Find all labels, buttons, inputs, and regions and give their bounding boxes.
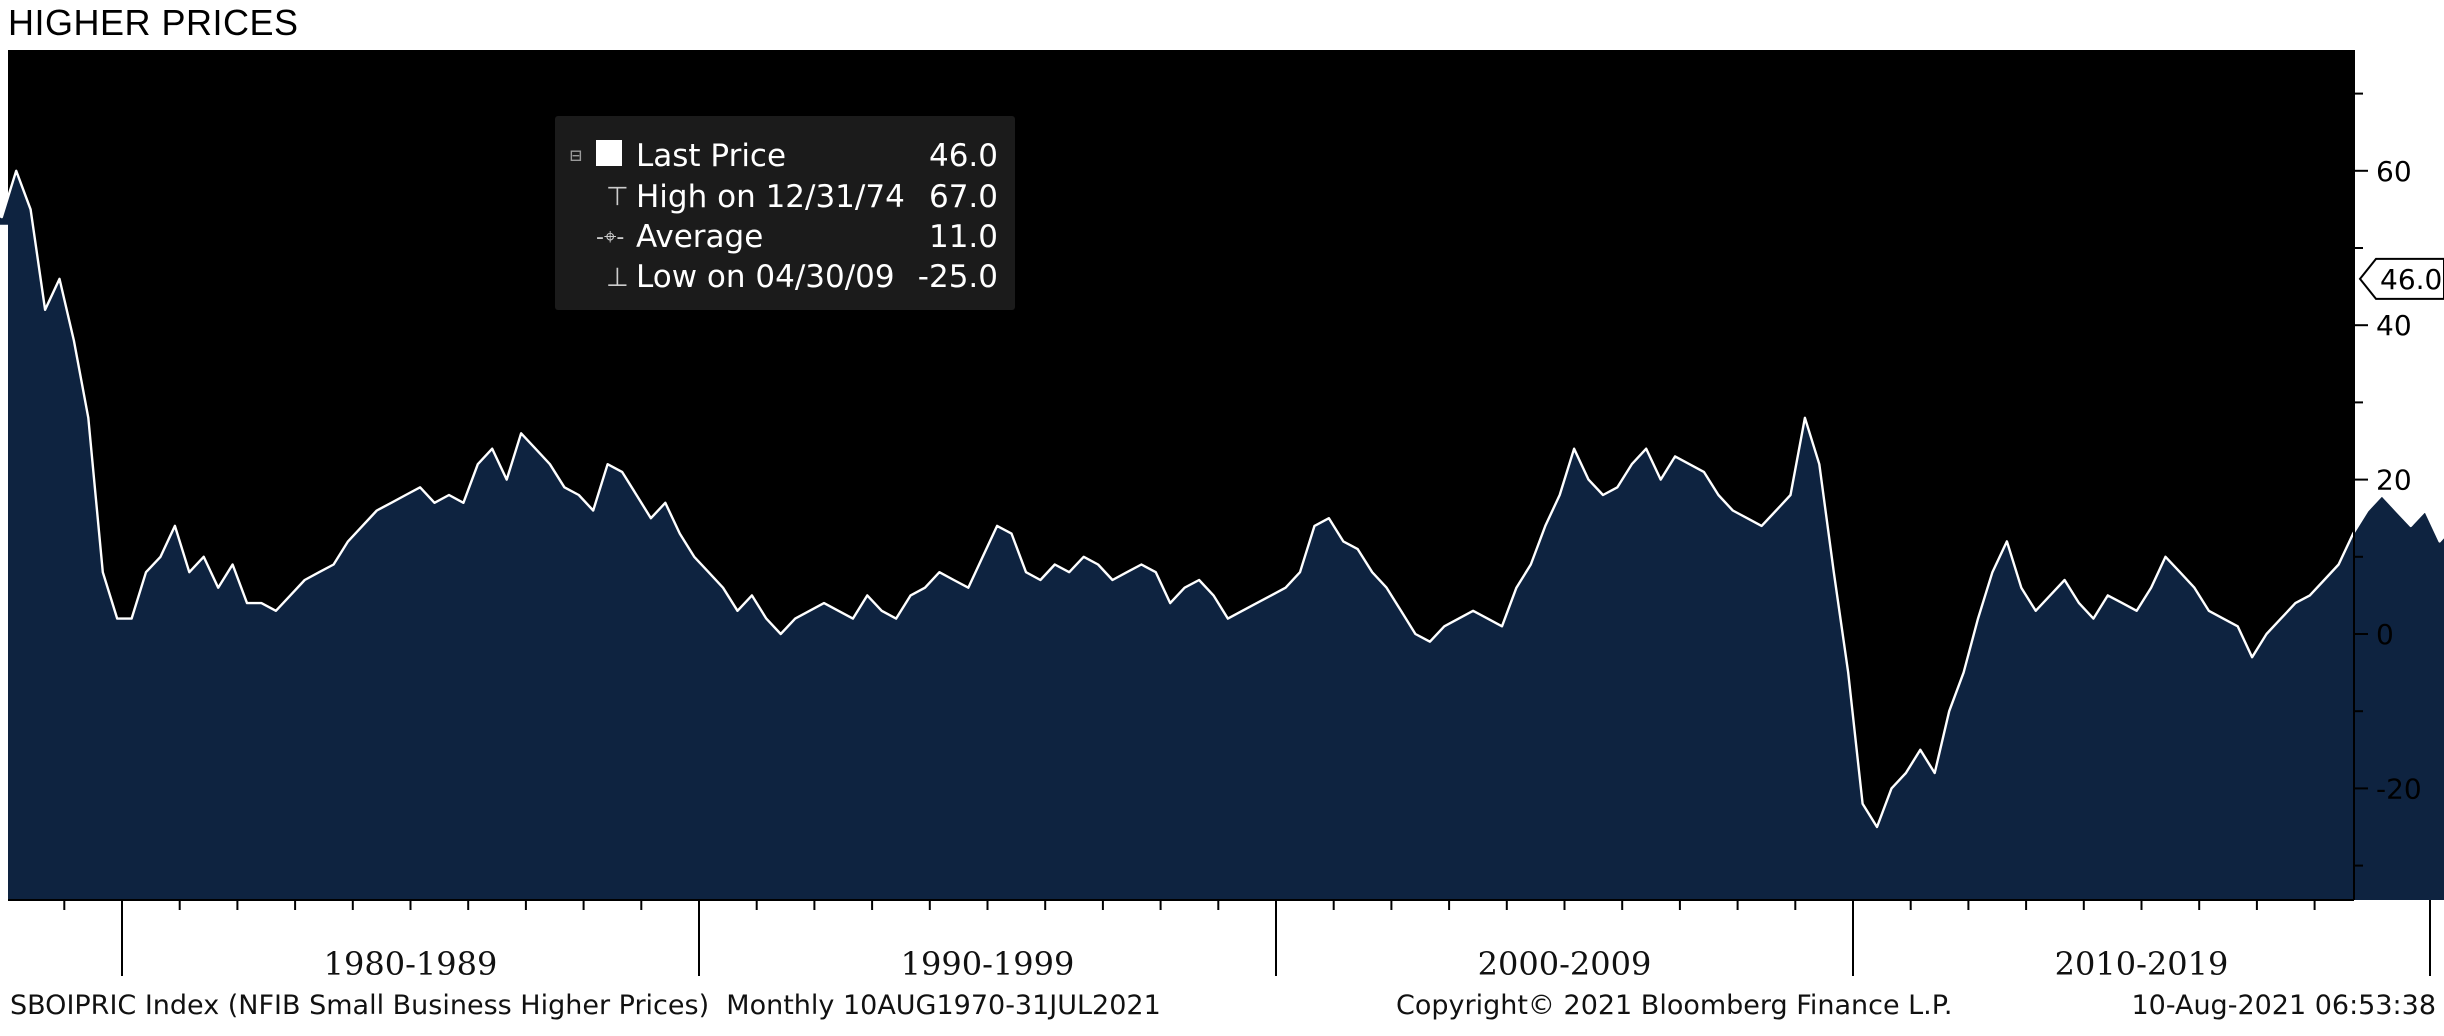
footer-series-info: SBOIPRIC Index (NFIB Small Business High… [10,990,1161,1021]
x-group-label: 2000-2009 [1478,945,1652,983]
chart: 60 40 20 0 -20 1980-1989 1990-1999 2000-2009 20… [0,50,2444,983]
series-line [0,169,2444,829]
footer: SBOIPRIC Index (NFIB Small Business High… [0,984,2444,1024]
legend-value: 11.0 [929,219,998,255]
legend-box [555,116,1015,310]
legend-label: Low on 04/30/09 [636,259,895,295]
legend-high-icon: ⊤ [606,182,629,212]
legend-collapse-icon[interactable]: ⊟ [570,143,582,167]
chart-title: HIGHER PRICES [8,2,299,43]
y-tick-label: 20 [2376,464,2412,497]
legend-swatch-last-price [596,140,622,166]
y-axis: 60 40 20 0 -20 [2353,50,2422,900]
last-value-label: 46.0 [2380,263,2442,296]
legend-label: Average [636,219,763,255]
y-tick-label: 60 [2376,155,2412,188]
y-tick-label: 0 [2376,618,2394,651]
legend-value: 46.0 [929,138,998,174]
chart-marks: 46.0 [2358,257,2444,300]
footer-copyright: Copyright© 2021 Bloomberg Finance L.P. [1396,990,1953,1021]
y-tick-label: -20 [2376,772,2422,805]
legend-value: -25.0 [918,259,998,295]
legend: ⊟ ⊤ -⌖- ⊥ Last Price 46.0 High on 12/31/74… [555,116,1015,310]
last-value-tag [2358,257,2444,300]
legend-label: High on 12/31/74 [636,179,905,215]
legend-label: Last Price [636,138,786,174]
x-group-label: 1990-1999 [901,945,1075,983]
x-group-label: 2010-2019 [2055,945,2229,983]
x-group-label: 1980-1989 [324,945,498,983]
x-axis: 1980-1989 1990-1999 2000-2009 2010-2019 [8,899,2431,983]
y-tick-label: 40 [2376,309,2412,342]
legend-average-icon: -⌖- [596,225,624,250]
area-fill [0,170,2444,900]
legend-low-icon: ⊥ [606,263,629,293]
legend-value: 67.0 [929,179,998,215]
footer-timestamp: 10-Aug-2021 06:53:38 [2131,990,2436,1021]
